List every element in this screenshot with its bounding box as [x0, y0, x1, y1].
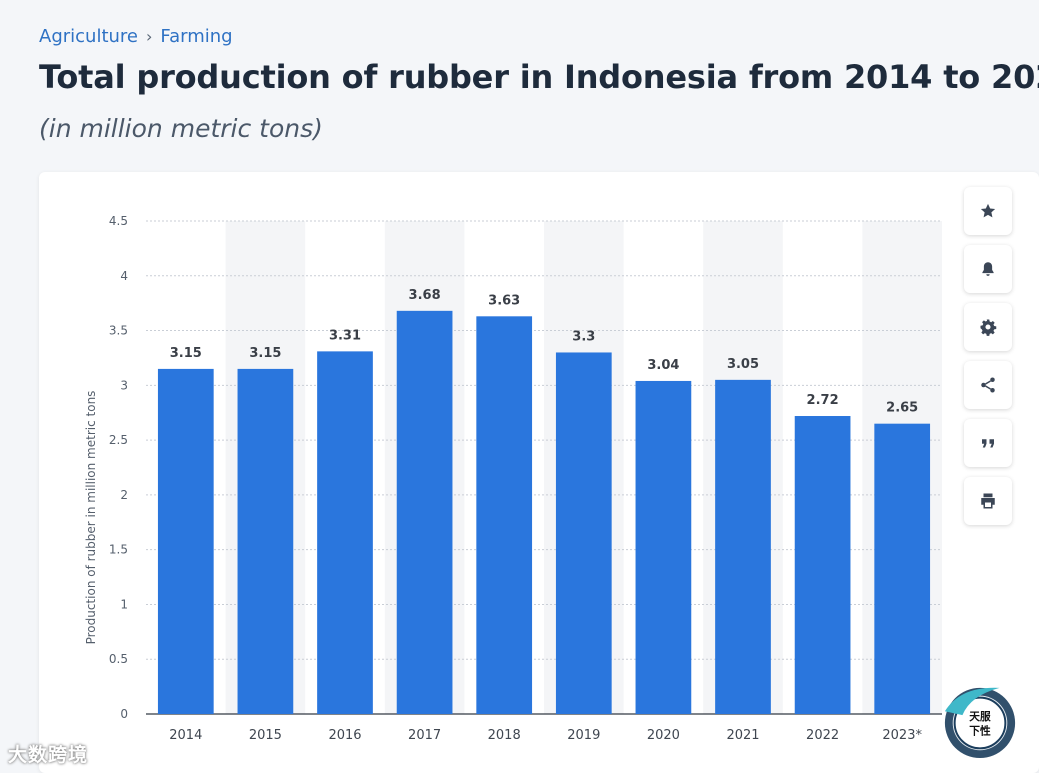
- y-tick-label: 4: [120, 269, 128, 283]
- star-icon: [980, 203, 996, 218]
- gear-icon: [980, 319, 997, 336]
- bar: [317, 351, 373, 714]
- y-tick-label: 2.5: [109, 433, 128, 447]
- bar: [715, 379, 771, 714]
- data-label: 2.72: [807, 393, 839, 408]
- y-tick-label: 1.5: [109, 543, 128, 557]
- data-label: 3.15: [170, 346, 202, 361]
- x-tick-label: 2018: [488, 728, 521, 743]
- watermark-logo: 天服 下性: [944, 687, 1016, 759]
- bar: [237, 368, 294, 714]
- chart-toolbar: [964, 187, 1012, 525]
- share-button[interactable]: [964, 361, 1012, 409]
- y-tick-label: 1: [120, 597, 128, 611]
- watermark-logo-text-1: 天服: [969, 710, 991, 723]
- bar: [476, 316, 533, 714]
- x-tick-label: 2014: [169, 728, 202, 743]
- print-button[interactable]: [964, 477, 1012, 525]
- watermark-logo-text-2: 下性: [969, 725, 991, 738]
- bar: [874, 423, 931, 714]
- bar: [555, 352, 612, 714]
- quote-icon: [982, 439, 994, 448]
- data-label: 3.15: [249, 346, 281, 361]
- x-tick-label: 2022: [806, 728, 839, 743]
- y-tick-label: 0.5: [109, 652, 128, 666]
- watermark-text: 大数跨境: [8, 744, 89, 766]
- page-subtitle: (in million metric tons): [39, 114, 323, 143]
- share-icon: [981, 377, 995, 393]
- x-tick-label: 2021: [726, 728, 759, 743]
- bar: [635, 380, 692, 714]
- notification-button[interactable]: [964, 245, 1012, 293]
- cite-button[interactable]: [964, 419, 1012, 467]
- y-tick-label: 4.5: [109, 214, 128, 228]
- page-title: Total production of rubber in Indonesia …: [39, 58, 1039, 96]
- x-tick-label: 2020: [647, 728, 680, 743]
- x-tick-label: 2017: [408, 728, 441, 743]
- y-tick-label: 2: [120, 488, 128, 502]
- print-icon: [981, 493, 995, 509]
- data-label: 3.31: [329, 328, 361, 343]
- data-label: 3.05: [727, 357, 759, 372]
- data-label: 3.68: [409, 288, 441, 303]
- breadcrumb-separator: ›: [146, 27, 153, 46]
- favorite-button[interactable]: [964, 187, 1012, 235]
- breadcrumb: Agriculture › Farming: [39, 26, 233, 47]
- data-label: 3.3: [572, 329, 595, 344]
- bell-icon: [982, 262, 994, 276]
- breadcrumb-agriculture[interactable]: Agriculture: [39, 26, 138, 47]
- x-tick-label: 2016: [328, 728, 361, 743]
- data-label: 2.65: [886, 401, 918, 416]
- breadcrumb-farming[interactable]: Farming: [160, 26, 233, 47]
- x-tick-label: 2019: [567, 728, 600, 743]
- bar: [396, 310, 453, 714]
- y-tick-label: 0: [120, 707, 128, 721]
- bar-chart: 0 0.5 1 1.5 2 2.5 3 3.5 4 4.5 3.15 2014 3.15 2015 3.31…: [84, 214, 942, 743]
- x-tick-label: 2023*: [882, 728, 922, 743]
- x-tick-label: 2015: [249, 728, 282, 743]
- chart-card: 0 0.5 1 1.5 2 2.5 3 3.5 4 4.5 3.15 2014 3.15 2015 3.31…: [39, 172, 1039, 773]
- y-tick-label: 3: [120, 378, 128, 392]
- data-label: 3.63: [488, 293, 520, 308]
- y-axis-title: Production of rubber in million metric t…: [84, 391, 98, 645]
- bar: [157, 368, 214, 714]
- y-tick-label: 3.5: [109, 324, 128, 338]
- bar: [794, 416, 851, 714]
- data-label: 3.04: [647, 358, 679, 373]
- settings-button[interactable]: [964, 303, 1012, 351]
